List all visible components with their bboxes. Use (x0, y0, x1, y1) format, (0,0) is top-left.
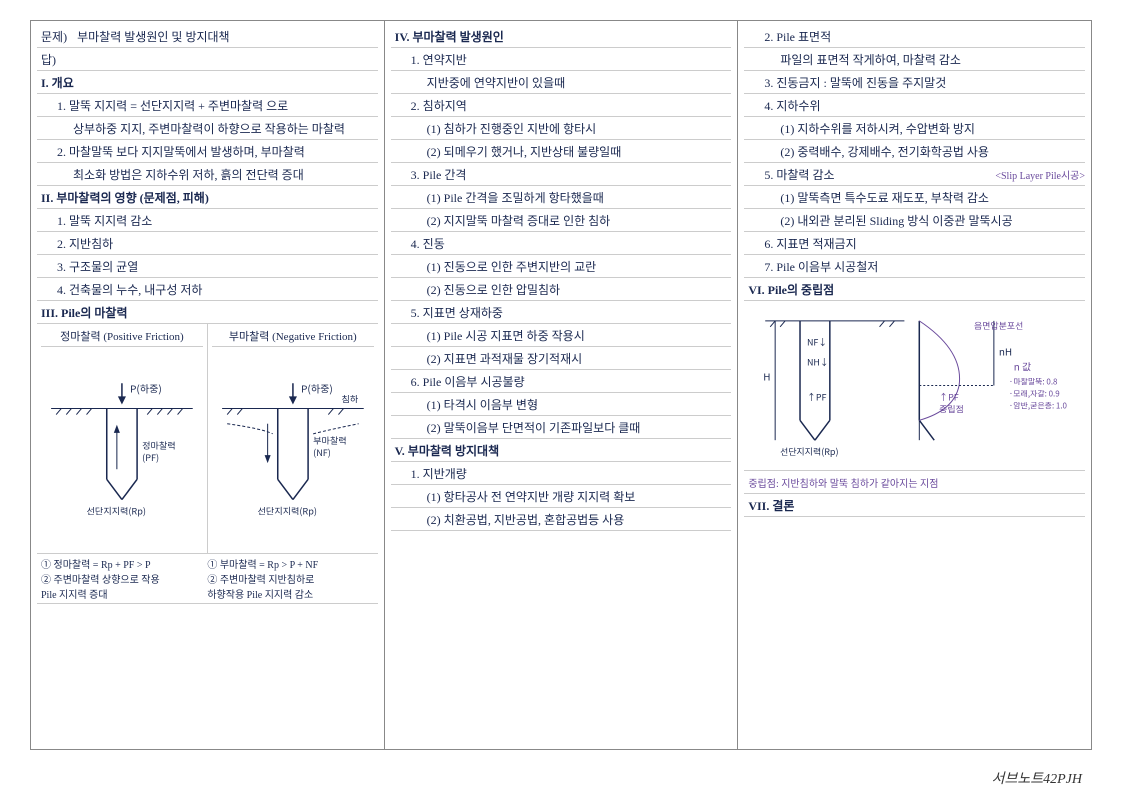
positive-friction-panel: 정마찰력 (Positive Friction) P(하중) (37, 324, 208, 553)
svg-text:n 값: n 값 (1014, 359, 1031, 374)
svg-text:선단지지력(Rp): 선단지지력(Rp) (87, 504, 146, 518)
neutral-point-note: 중립점: 지반침하와 말뚝 침하가 같아지는 지점 (744, 471, 1085, 494)
neutral-point-diagram: NF↓ NH↓ ↑PF H 선단지지력(Rp) ↑PF 중립점 nH (744, 301, 1085, 471)
svg-text:침하: 침하 (341, 391, 358, 405)
sec1-item1b: 상부하중 지지, 주변마찰력이 하향으로 작용하는 마찰력 (37, 117, 378, 140)
sec5-item3: 3. 진동금지 : 말뚝에 진동을 주지말것 (744, 71, 1085, 94)
pos-note: ② 주변마찰력 상향으로 작용 Pile 지지력 증대 (41, 571, 207, 601)
slip-layer-note: <Slip Layer Pile시공> (995, 167, 1085, 182)
sec5-item1b: (2) 치환공법, 지반공법, 혼합공법등 사용 (391, 508, 732, 531)
sec5-item7: 7. Pile 이음부 시공철저 (744, 255, 1085, 278)
svg-text:(PF): (PF) (142, 450, 159, 464)
sec2-item4: 4. 건축물의 누수, 내구성 저하 (37, 278, 378, 301)
section-4-title: IV. 부마찰력 발생원인 (391, 25, 732, 48)
neg-note: ② 주변마찰력 지반침하로 하향작용 Pile 지지력 감소 (207, 571, 373, 601)
sec4-item2a: (1) 침하가 진행중인 지반에 항타시 (391, 117, 732, 140)
sec4-item4: 4. 진동 (391, 232, 732, 255)
section-6-title: VI. Pile의 중립점 (744, 278, 1085, 301)
sec4-item3b: (2) 지지말뚝 마찰력 증대로 인한 침하 (391, 209, 732, 232)
sec5-5-text: 5. 마찰력 감소 (764, 166, 834, 183)
sec5-item2a: 파일의 표면적 작게하여, 마찰력 감소 (744, 48, 1085, 71)
negative-friction-panel: 부마찰력 (Negative Friction) P(하중) 침하 (208, 324, 378, 553)
section-7-title: VII. 결론 (744, 494, 1085, 517)
column-3: 2. Pile 표면적 파일의 표면적 작게하여, 마찰력 감소 3. 진동금지… (738, 21, 1091, 749)
sec4-item6: 6. Pile 이음부 시공불량 (391, 370, 732, 393)
question-row: 문제) 부마찰력 발생원인 및 방지대책 (37, 25, 378, 48)
neg-friction-notes: ① 부마찰력 = Rp > P + NF ② 주변마찰력 지반침하로 하향작용 … (207, 556, 373, 601)
answer-label-row: 답) (37, 48, 378, 71)
section-2-title: II. 부마찰력의 영향 (문제점, 피해) (37, 186, 378, 209)
sec4-item4a: (1) 진동으로 인한 주변지반의 교란 (391, 255, 732, 278)
sec5-item4b: (2) 중력배수, 강제배수, 전기화학공법 사용 (744, 140, 1085, 163)
sec2-item2: 2. 지반침하 (37, 232, 378, 255)
svg-text:선단지지력(Rp): 선단지지력(Rp) (257, 504, 316, 518)
sec4-item3: 3. Pile 간격 (391, 163, 732, 186)
sec5-item2: 2. Pile 표면적 (744, 25, 1085, 48)
svg-text:·마찰말뚝: 0.8: ·마찰말뚝: 0.8 (1009, 377, 1058, 388)
sec5-item4: 4. 지하수위 (744, 94, 1085, 117)
sec5-item4a: (1) 지하수위를 저하시켜, 수압변화 방지 (744, 117, 1085, 140)
section-1-title: I. 개요 (37, 71, 378, 94)
negative-friction-diagram: P(하중) 침하 부마찰력 (NF) 선단지지력(Rp) (212, 347, 374, 551)
sec5-item1a: (1) 항타공사 전 연약지반 개량 지지력 확보 (391, 485, 732, 508)
sec4-item1a: 지반중에 연약지반이 있을때 (391, 71, 732, 94)
svg-text:NH↓: NH↓ (807, 356, 829, 369)
section-3-title: III. Pile의 마찰력 (37, 301, 378, 324)
sec4-item6a: (1) 타격시 이음부 변형 (391, 393, 732, 416)
exam-note-page: 문제) 부마찰력 발생원인 및 방지대책 답) I. 개요 1. 말뚝 지지력 … (30, 20, 1092, 750)
svg-text:중립점: 중립점 (940, 402, 965, 415)
sec1-item2b: 최소화 방법은 지하수위 저하, 흙의 전단력 증대 (37, 163, 378, 186)
sec4-item6b: (2) 말뚝이음부 단면적이 기존파일보다 클때 (391, 416, 732, 439)
positive-friction-title: 정마찰력 (Positive Friction) (41, 326, 203, 347)
friction-notes-row: ① 정마찰력 = Rp + PF > P ② 주변마찰력 상향으로 작용 Pil… (37, 554, 378, 604)
sec4-item1: 1. 연약지반 (391, 48, 732, 71)
sec5-item1: 1. 지반개량 (391, 462, 732, 485)
page-footer: 서브노트42PJH (992, 768, 1082, 788)
svg-text:P(하중): P(하중) (301, 380, 333, 395)
sec2-item3: 3. 구조물의 균열 (37, 255, 378, 278)
sec4-item4b: (2) 진동으로 인한 압밀침하 (391, 278, 732, 301)
svg-text:NF↓: NF↓ (807, 336, 827, 349)
sec5-item5b: (2) 내외관 분리된 Sliding 방식 이중관 말뚝시공 (744, 209, 1085, 232)
question-label: 문제) (41, 28, 67, 45)
sec2-item1: 1. 말뚝 지지력 감소 (37, 209, 378, 232)
svg-text:·암반,굳은층: 1.0: ·암반,굳은층: 1.0 (1009, 400, 1068, 411)
pos-friction-notes: ① 정마찰력 = Rp + PF > P ② 주변마찰력 상향으로 작용 Pil… (41, 556, 207, 601)
sec5-item5: 5. 마찰력 감소 <Slip Layer Pile시공> (744, 163, 1085, 186)
pos-eq: ① 정마찰력 = Rp + PF > P (41, 556, 207, 571)
sec4-item5a: (1) Pile 시공 지표면 하중 작용시 (391, 324, 732, 347)
svg-text:H: H (764, 369, 771, 384)
svg-text:·모래,자갈: 0.9: ·모래,자갈: 0.9 (1009, 388, 1060, 399)
question-text: 부마찰력 발생원인 및 방지대책 (77, 28, 230, 45)
neutral-note-text: 중립점: 지반침하와 말뚝 침하가 같아지는 지점 (748, 475, 938, 490)
sec1-item1: 1. 말뚝 지지력 = 선단지지력 + 주변마찰력 으로 (37, 94, 378, 117)
sec4-item2b: (2) 되메우기 했거나, 지반상태 불량일때 (391, 140, 732, 163)
positive-friction-diagram: P(하중) 정마찰력 (PF) 선단지지력(Rp) (41, 347, 203, 551)
sec4-item5b: (2) 지표면 과적재물 장기적재시 (391, 347, 732, 370)
load-label: P(하중) (130, 380, 162, 395)
friction-diagram-box: 정마찰력 (Positive Friction) P(하중) (37, 324, 378, 554)
sec4-item5: 5. 지표면 상재하중 (391, 301, 732, 324)
neg-eq: ① 부마찰력 = Rp > P + NF (207, 556, 373, 571)
svg-text:선단지지력(Rp): 선단지지력(Rp) (780, 445, 838, 458)
sec4-item2: 2. 침하지역 (391, 94, 732, 117)
sec5-item5a: (1) 말뚝측면 특수도료 재도포, 부착력 감소 (744, 186, 1085, 209)
sec5-item6: 6. 지표면 적재금지 (744, 232, 1085, 255)
svg-text:음면압분포선: 음면압분포선 (974, 319, 1023, 332)
answer-label: 답) (41, 51, 56, 68)
svg-text:(NF): (NF) (313, 445, 331, 459)
section-5-title: V. 부마찰력 방지대책 (391, 439, 732, 462)
sec4-item3a: (1) Pile 간격을 조밀하게 항타했을때 (391, 186, 732, 209)
column-2: IV. 부마찰력 발생원인 1. 연약지반 지반중에 연약지반이 있을때 2. … (385, 21, 739, 749)
svg-text:↑PF: ↑PF (807, 390, 827, 403)
svg-text:nH: nH (999, 344, 1012, 359)
column-1: 문제) 부마찰력 발생원인 및 방지대책 답) I. 개요 1. 말뚝 지지력 … (31, 21, 385, 749)
sec1-item2: 2. 마찰말뚝 보다 지지말뚝에서 발생하며, 부마찰력 (37, 140, 378, 163)
negative-friction-title: 부마찰력 (Negative Friction) (212, 326, 374, 347)
